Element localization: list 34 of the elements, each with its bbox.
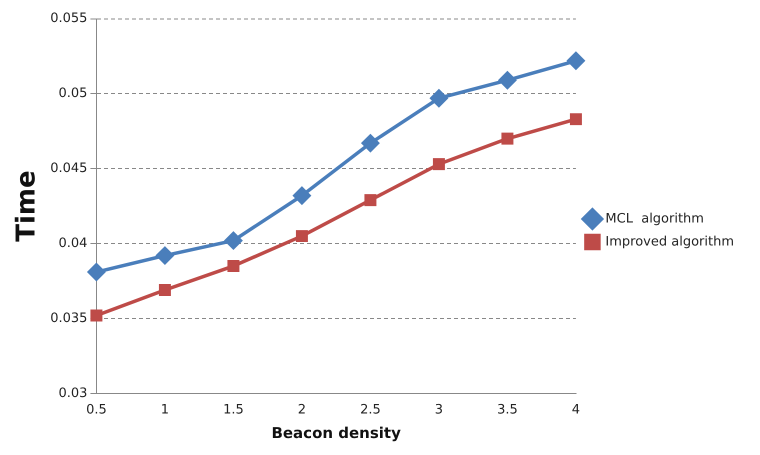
point — [156, 246, 174, 264]
point — [501, 132, 514, 145]
y-tick-label: 0.05 — [58, 86, 88, 102]
y-tick-label: 0.055 — [50, 11, 88, 26]
point — [430, 89, 448, 107]
point — [224, 232, 242, 250]
y-tick-label: 0.035 — [50, 310, 88, 326]
point — [432, 158, 445, 170]
y-tick-label: 0.045 — [50, 161, 88, 176]
point — [498, 71, 516, 89]
point — [364, 194, 376, 206]
x-tick-label: 1 — [160, 402, 170, 418]
x-axis-title: Beacon density — [271, 424, 402, 442]
legend-label: MCL algorithm — [605, 211, 704, 226]
x-tick-label: 0.5 — [86, 402, 107, 418]
y-tick-label: 0.04 — [58, 236, 88, 251]
legend-label: Improved algorithm — [605, 234, 734, 250]
point — [90, 309, 102, 322]
point — [293, 186, 311, 204]
x-tick-label: 3.5 — [497, 402, 518, 418]
y-tick-label: 0.03 — [58, 386, 88, 401]
point — [296, 230, 308, 242]
x-tick-label: 1.5 — [223, 402, 244, 418]
y-axis-title: Time — [11, 170, 42, 242]
x-tick-label: 2 — [298, 402, 306, 418]
x-tick-label: 3 — [434, 402, 444, 418]
point — [88, 263, 106, 281]
x-tick-label: 2.5 — [360, 402, 381, 418]
point — [567, 52, 585, 70]
point — [227, 260, 240, 272]
point — [158, 284, 171, 296]
point — [362, 134, 380, 152]
point — [570, 113, 582, 126]
x-tick-label: 4 — [572, 402, 580, 418]
